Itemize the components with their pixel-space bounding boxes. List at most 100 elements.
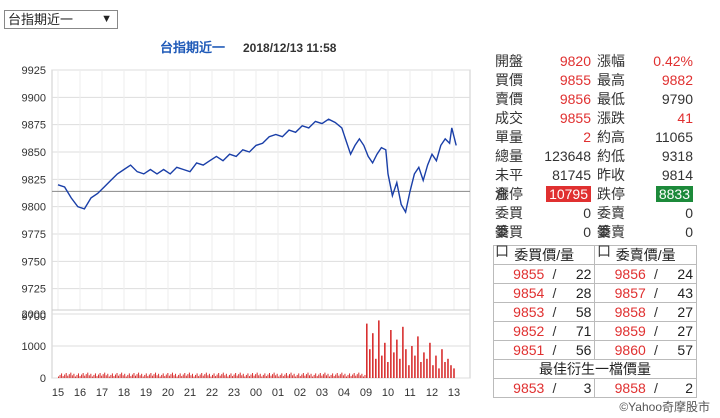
volume-bar	[305, 374, 307, 378]
volume-bar	[164, 376, 166, 378]
volume-bar	[175, 373, 177, 378]
x-tick-label: 23	[228, 387, 240, 399]
x-axis-labels: 15 16 17 18 19 20 21 22 23 00 01 02 03 04 09 10 11 12 13	[52, 387, 460, 399]
quote-value: 0	[685, 224, 693, 240]
volume-bar	[399, 358, 401, 378]
x-tick-label: 12	[426, 387, 438, 399]
quote-value: 9814	[661, 167, 693, 183]
volume-bar	[369, 349, 371, 378]
volume-bar	[65, 373, 67, 378]
volume-bar	[102, 374, 104, 378]
quote-value-box: 10795	[546, 186, 591, 202]
quote-label: 開盤	[495, 53, 523, 69]
volume-bar	[330, 374, 332, 378]
ask-price: 9859	[594, 321, 649, 341]
volume-bar	[195, 374, 197, 378]
volume-bar	[230, 373, 232, 378]
quote-label: 漲幅	[597, 53, 625, 69]
volume-bar	[307, 372, 309, 378]
quote-label: 約低	[597, 148, 625, 164]
volume-bar	[408, 365, 410, 378]
volume-bar	[338, 375, 340, 378]
quote-label: 委買筆	[495, 205, 523, 240]
volume-bar	[173, 375, 175, 378]
slash: /	[648, 321, 664, 341]
volume-bar	[313, 374, 315, 378]
volume-bar	[187, 374, 189, 378]
volume-bar	[359, 375, 361, 378]
y-tick-label: 9750	[22, 256, 46, 268]
volume-bar	[216, 374, 218, 378]
volume-bar	[270, 375, 272, 378]
order-book: 委買價/量 委賣價/量 9855/22 9856/24 9854/28 9857/43…	[492, 245, 698, 398]
quote-value: 9856	[559, 91, 591, 107]
volume-bar	[333, 376, 335, 378]
volume-bar	[90, 373, 92, 378]
chart-title-name: 台指期近一	[160, 40, 225, 55]
y-tick-label: 9725	[22, 284, 46, 296]
volume-bar	[339, 374, 341, 378]
quote-value: 0	[583, 224, 591, 240]
volume-bar	[150, 373, 152, 378]
volume-bar	[244, 376, 246, 378]
quote-row: 未平倉 81745 昨收 9814	[493, 166, 697, 202]
volume-bar	[71, 375, 73, 378]
volume-bar	[64, 374, 66, 378]
quote-row: 開盤 9820 漲幅 0.42%	[493, 52, 697, 71]
volume-bar	[125, 376, 127, 378]
quote-row: 成交 9855 漲跌 41	[493, 109, 697, 128]
y-tick-label: 9775	[22, 229, 46, 241]
volume-bar	[248, 376, 250, 378]
volume-bar	[171, 372, 173, 378]
volume-bar	[332, 373, 334, 378]
volume-bar	[372, 333, 374, 378]
volume-bar	[108, 376, 110, 378]
volume-bar	[335, 374, 337, 378]
ask-price: 9860	[594, 340, 649, 360]
volume-bar	[284, 374, 286, 378]
price-line	[57, 118, 457, 215]
dropdown-arrow-icon: ▼	[101, 13, 112, 25]
volume-bar	[282, 376, 284, 378]
volume-bar	[138, 372, 140, 378]
quote-value: 123648	[544, 148, 591, 164]
volume-bar	[362, 376, 364, 378]
bid-price: 9855	[493, 264, 548, 284]
volume-bar	[302, 373, 304, 378]
volume-bar	[265, 376, 267, 378]
volume-bar	[322, 374, 324, 378]
volume-bar	[165, 374, 167, 378]
volume-bar	[273, 372, 275, 378]
volume-bar	[453, 368, 455, 378]
slash: /	[547, 321, 562, 341]
volume-bar	[289, 374, 290, 378]
volume-bar	[390, 330, 392, 378]
quote-label: 委買口	[495, 224, 523, 259]
volume-bar	[319, 373, 321, 378]
volume-bar	[128, 373, 130, 378]
volume-bar	[405, 349, 407, 378]
ask-qty: 24	[663, 264, 698, 284]
volume-bar	[256, 372, 258, 378]
best-bid-price: 9853	[493, 378, 548, 398]
market-selector[interactable]: 台指期近一 ▼	[4, 10, 118, 29]
quote-label: 漲停	[495, 186, 523, 202]
volume-bar	[213, 373, 215, 378]
volume-bar	[193, 376, 195, 378]
volume-bar	[310, 373, 312, 378]
order-book-row: 9851/56 9860/57	[493, 340, 698, 360]
volume-bar	[136, 374, 138, 378]
volume-bar	[327, 373, 329, 378]
quote-label: 未平倉	[495, 167, 523, 202]
bid-qty: 56	[561, 340, 596, 360]
volume-bar	[358, 372, 360, 378]
volume-bar	[145, 373, 147, 378]
ask-qty: 27	[663, 321, 698, 341]
volume-bar	[309, 375, 311, 378]
volume-bar	[82, 373, 84, 378]
quote-label: 委賣筆	[597, 205, 625, 240]
volume-bar	[325, 375, 327, 378]
volume-axis-labels: 2000 1000 0	[22, 309, 46, 385]
slash: /	[648, 264, 664, 284]
ask-qty: 43	[663, 283, 698, 303]
